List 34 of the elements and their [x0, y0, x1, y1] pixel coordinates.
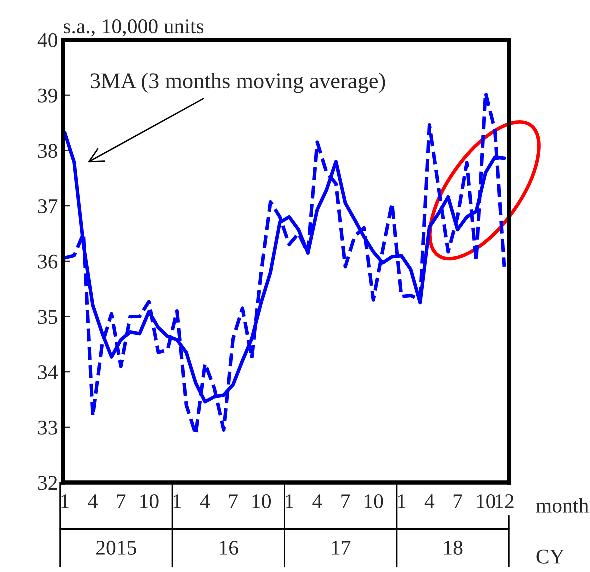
- x-tick-label: 10: [140, 494, 159, 509]
- x-tick-label: 10: [252, 494, 271, 509]
- text: 17: [332, 541, 351, 555]
- x-tick-label: 1: [398, 494, 406, 508]
- y-tick-label: 40: [38, 33, 58, 48]
- annotation: 3MA (3 months moving average): [90, 72, 386, 94]
- x-tick-label: 10: [477, 494, 496, 509]
- y-tick-label: 37: [38, 199, 58, 214]
- y-axis-title: s.a., 10,000 units: [64, 20, 204, 37]
- y-tick-label: 38: [38, 144, 58, 158]
- x-tick-label: 4: [424, 494, 435, 508]
- x-tick-label: 7: [454, 494, 462, 508]
- y-tick-label: 36: [38, 254, 58, 269]
- x-tick-label: 7: [342, 494, 350, 508]
- x-tick-label: 1: [62, 494, 69, 508]
- x-tick-label: 7: [117, 494, 126, 508]
- x-tick-label: 4: [88, 494, 98, 508]
- x-tick-label: 10: [364, 494, 384, 509]
- x-tick-label: 12: [496, 494, 514, 508]
- y-tick-label: 39: [38, 88, 58, 103]
- text: 16: [220, 540, 238, 555]
- y-tick-label: 33: [38, 420, 58, 435]
- y-tick-label: 35: [38, 310, 58, 324]
- text: 2015: [96, 540, 136, 555]
- x-tick-label: 1: [286, 494, 294, 508]
- text: 18: [444, 540, 463, 555]
- y-tick-label: 32: [38, 476, 58, 490]
- y-tick-label: 34: [38, 366, 58, 380]
- x-tick-label: 4: [200, 494, 210, 508]
- x-tick-label: 4: [312, 494, 322, 508]
- x-tick-label: 7: [229, 494, 238, 508]
- text: CY: [536, 550, 564, 564]
- x-tick-label: 1: [174, 494, 182, 508]
- x-axis-title: month: [536, 498, 589, 513]
